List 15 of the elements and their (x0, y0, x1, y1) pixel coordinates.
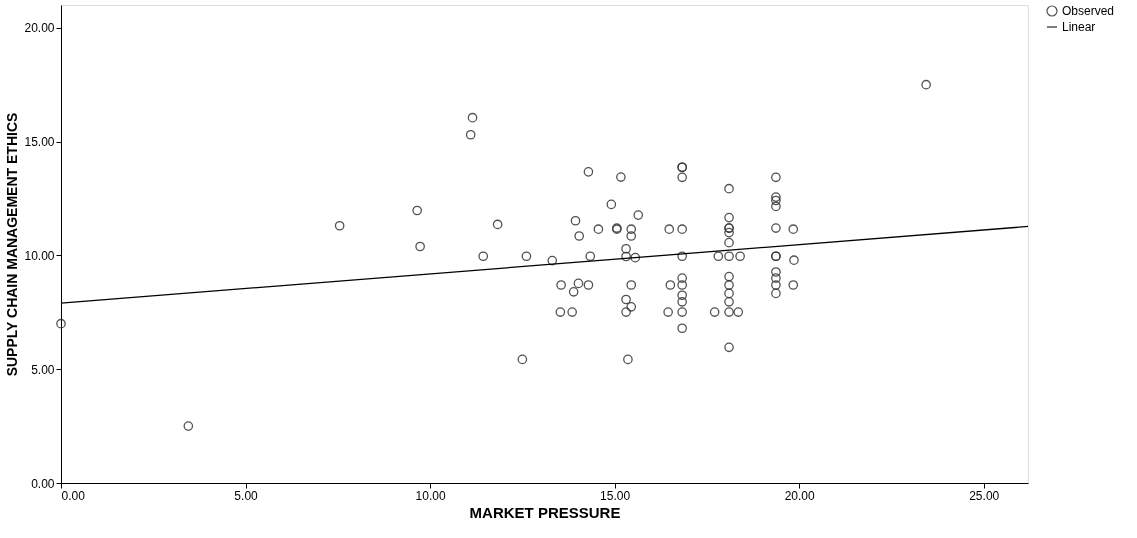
x-tick-label: 15.00 (600, 488, 631, 503)
y-tick-label: 15.00 (24, 135, 55, 150)
x-tick-label: 20.00 (784, 488, 816, 503)
y-tick-label: 20.00 (24, 21, 55, 36)
x-axis-title: MARKET PRESSURE (469, 503, 621, 521)
x-tick-label: 10.00 (415, 488, 446, 503)
legend-label: Observed (1062, 4, 1115, 18)
y-tick-label: 0.00 (31, 476, 55, 491)
x-tick-label: 25.00 (969, 488, 1000, 503)
y-tick-label: 10.00 (24, 248, 55, 263)
x-tick-label: 0.00 (61, 488, 86, 503)
x-tick-label: 5.00 (234, 488, 259, 503)
y-tick-label: 5.00 (31, 362, 55, 377)
legend-label: Linear (1062, 20, 1096, 34)
y-axis-title: SUPPLY CHAIN MANAGEMENT ETHICS (4, 112, 21, 377)
